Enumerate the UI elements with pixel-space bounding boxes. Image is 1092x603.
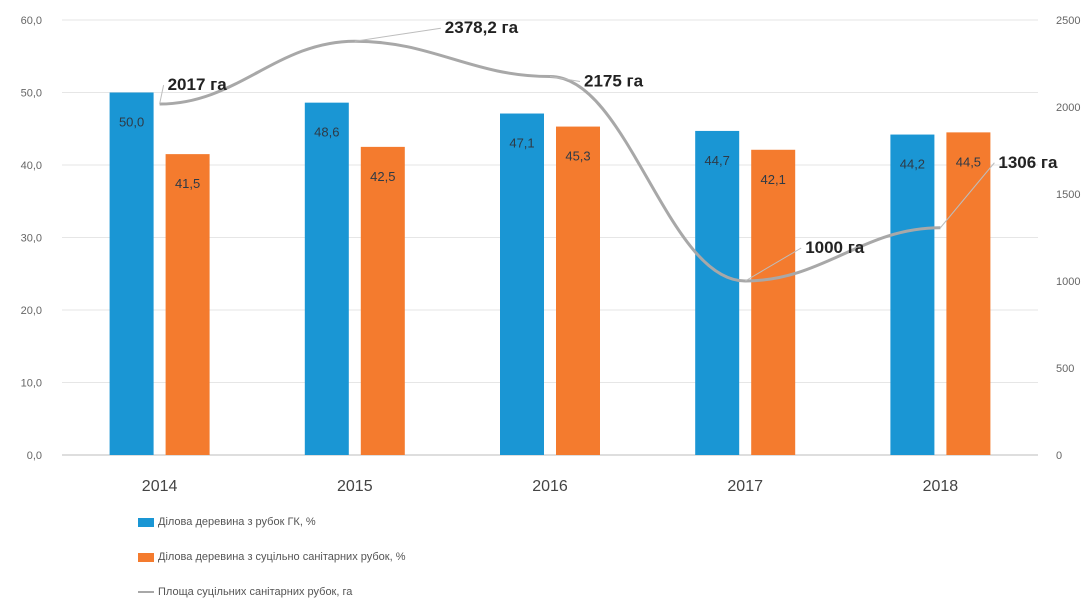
- legend-item-3: Площа суцільних санітарних рубок, га: [138, 586, 352, 598]
- line-value-label: 2175 га: [584, 72, 644, 91]
- left-tick-label: 20,0: [21, 305, 42, 317]
- bar: [109, 92, 154, 455]
- category-label: 2014: [142, 478, 178, 495]
- right-tick-label: 2500: [1056, 15, 1080, 27]
- leader-line: [940, 162, 995, 229]
- bar: [360, 146, 405, 455]
- bar: [695, 130, 740, 456]
- bar-value-label: 50,0: [119, 115, 144, 130]
- bar-value-label: 47,1: [509, 136, 534, 151]
- line-value-label: 2017 га: [168, 75, 228, 94]
- left-tick-label: 0,0: [27, 450, 42, 462]
- bar: [890, 134, 935, 456]
- bar: [751, 149, 796, 455]
- category-label: 2017: [727, 478, 763, 495]
- bar-value-label: 44,2: [900, 157, 925, 172]
- bar-value-label: 44,5: [956, 154, 981, 169]
- category-label: 2016: [532, 478, 568, 495]
- legend-label-2: Ділова деревина з суцільно санітарних ру…: [158, 551, 406, 563]
- right-tick-label: 0: [1056, 450, 1062, 462]
- left-tick-label: 30,0: [21, 233, 42, 245]
- bar-value-label: 42,5: [370, 169, 395, 184]
- leader-line: [159, 84, 165, 105]
- category-labels: 2014 2015 2016 2017 2018: [142, 478, 958, 495]
- right-tick-label: 1000: [1056, 276, 1080, 288]
- legend-swatch-blue: [138, 517, 154, 527]
- bar-value-label: 48,6: [314, 125, 339, 140]
- line-value-label: 1000 га: [805, 238, 865, 257]
- legend-swatch-line: [138, 591, 154, 593]
- leader-line: [744, 247, 802, 282]
- legend-item-2: Ділова деревина з суцільно санітарних ру…: [138, 551, 406, 563]
- left-axis-ticks: 0,0 10,0 20,0 30,0 40,0 50,0 60,0: [21, 15, 42, 462]
- bar: [556, 126, 600, 455]
- legend-item-1: Ділова деревина з рубок ГК, %: [138, 516, 316, 528]
- bar-value-label: 42,1: [761, 172, 786, 187]
- right-axis-ticks: 0 500 1000 1500 2000 2500: [1056, 15, 1080, 462]
- bar-value-label: 44,7: [705, 153, 730, 168]
- line-value-label: 1306 га: [998, 153, 1058, 172]
- bar: [500, 113, 544, 456]
- bar-data-labels: 50,0 48,6 47,1 44,7 44,2 41,5 42,5 45,3 42,1 44,5: [119, 115, 981, 192]
- right-tick-label: 500: [1056, 363, 1074, 375]
- right-tick-label: 2000: [1056, 102, 1080, 114]
- leader-line: [354, 27, 441, 42]
- category-label: 2015: [337, 478, 373, 495]
- bar: [304, 102, 349, 456]
- left-tick-label: 60,0: [21, 15, 42, 27]
- bar-value-label: 41,5: [175, 176, 200, 191]
- left-tick-label: 40,0: [21, 160, 42, 172]
- left-tick-label: 50,0: [21, 88, 42, 100]
- legend-swatch-orange: [138, 552, 154, 562]
- leader-line: [549, 76, 581, 83]
- grid-lines: [62, 19, 1038, 456]
- line-value-label: 2378,2 га: [445, 18, 519, 37]
- bar-series: [109, 92, 991, 456]
- bar: [165, 154, 210, 455]
- line-data-labels: 2017 га 2378,2 га 2175 га 1000 га 1306 га: [159, 18, 1058, 282]
- category-label: 2018: [923, 478, 959, 495]
- legend-label-3: Площа суцільних санітарних рубок, га: [158, 586, 353, 598]
- left-tick-label: 10,0: [21, 378, 42, 390]
- bar: [946, 132, 991, 455]
- bar-value-label: 45,3: [565, 149, 590, 164]
- legend-label-1: Ділова деревина з рубок ГК, %: [158, 516, 316, 528]
- right-tick-label: 1500: [1056, 189, 1080, 201]
